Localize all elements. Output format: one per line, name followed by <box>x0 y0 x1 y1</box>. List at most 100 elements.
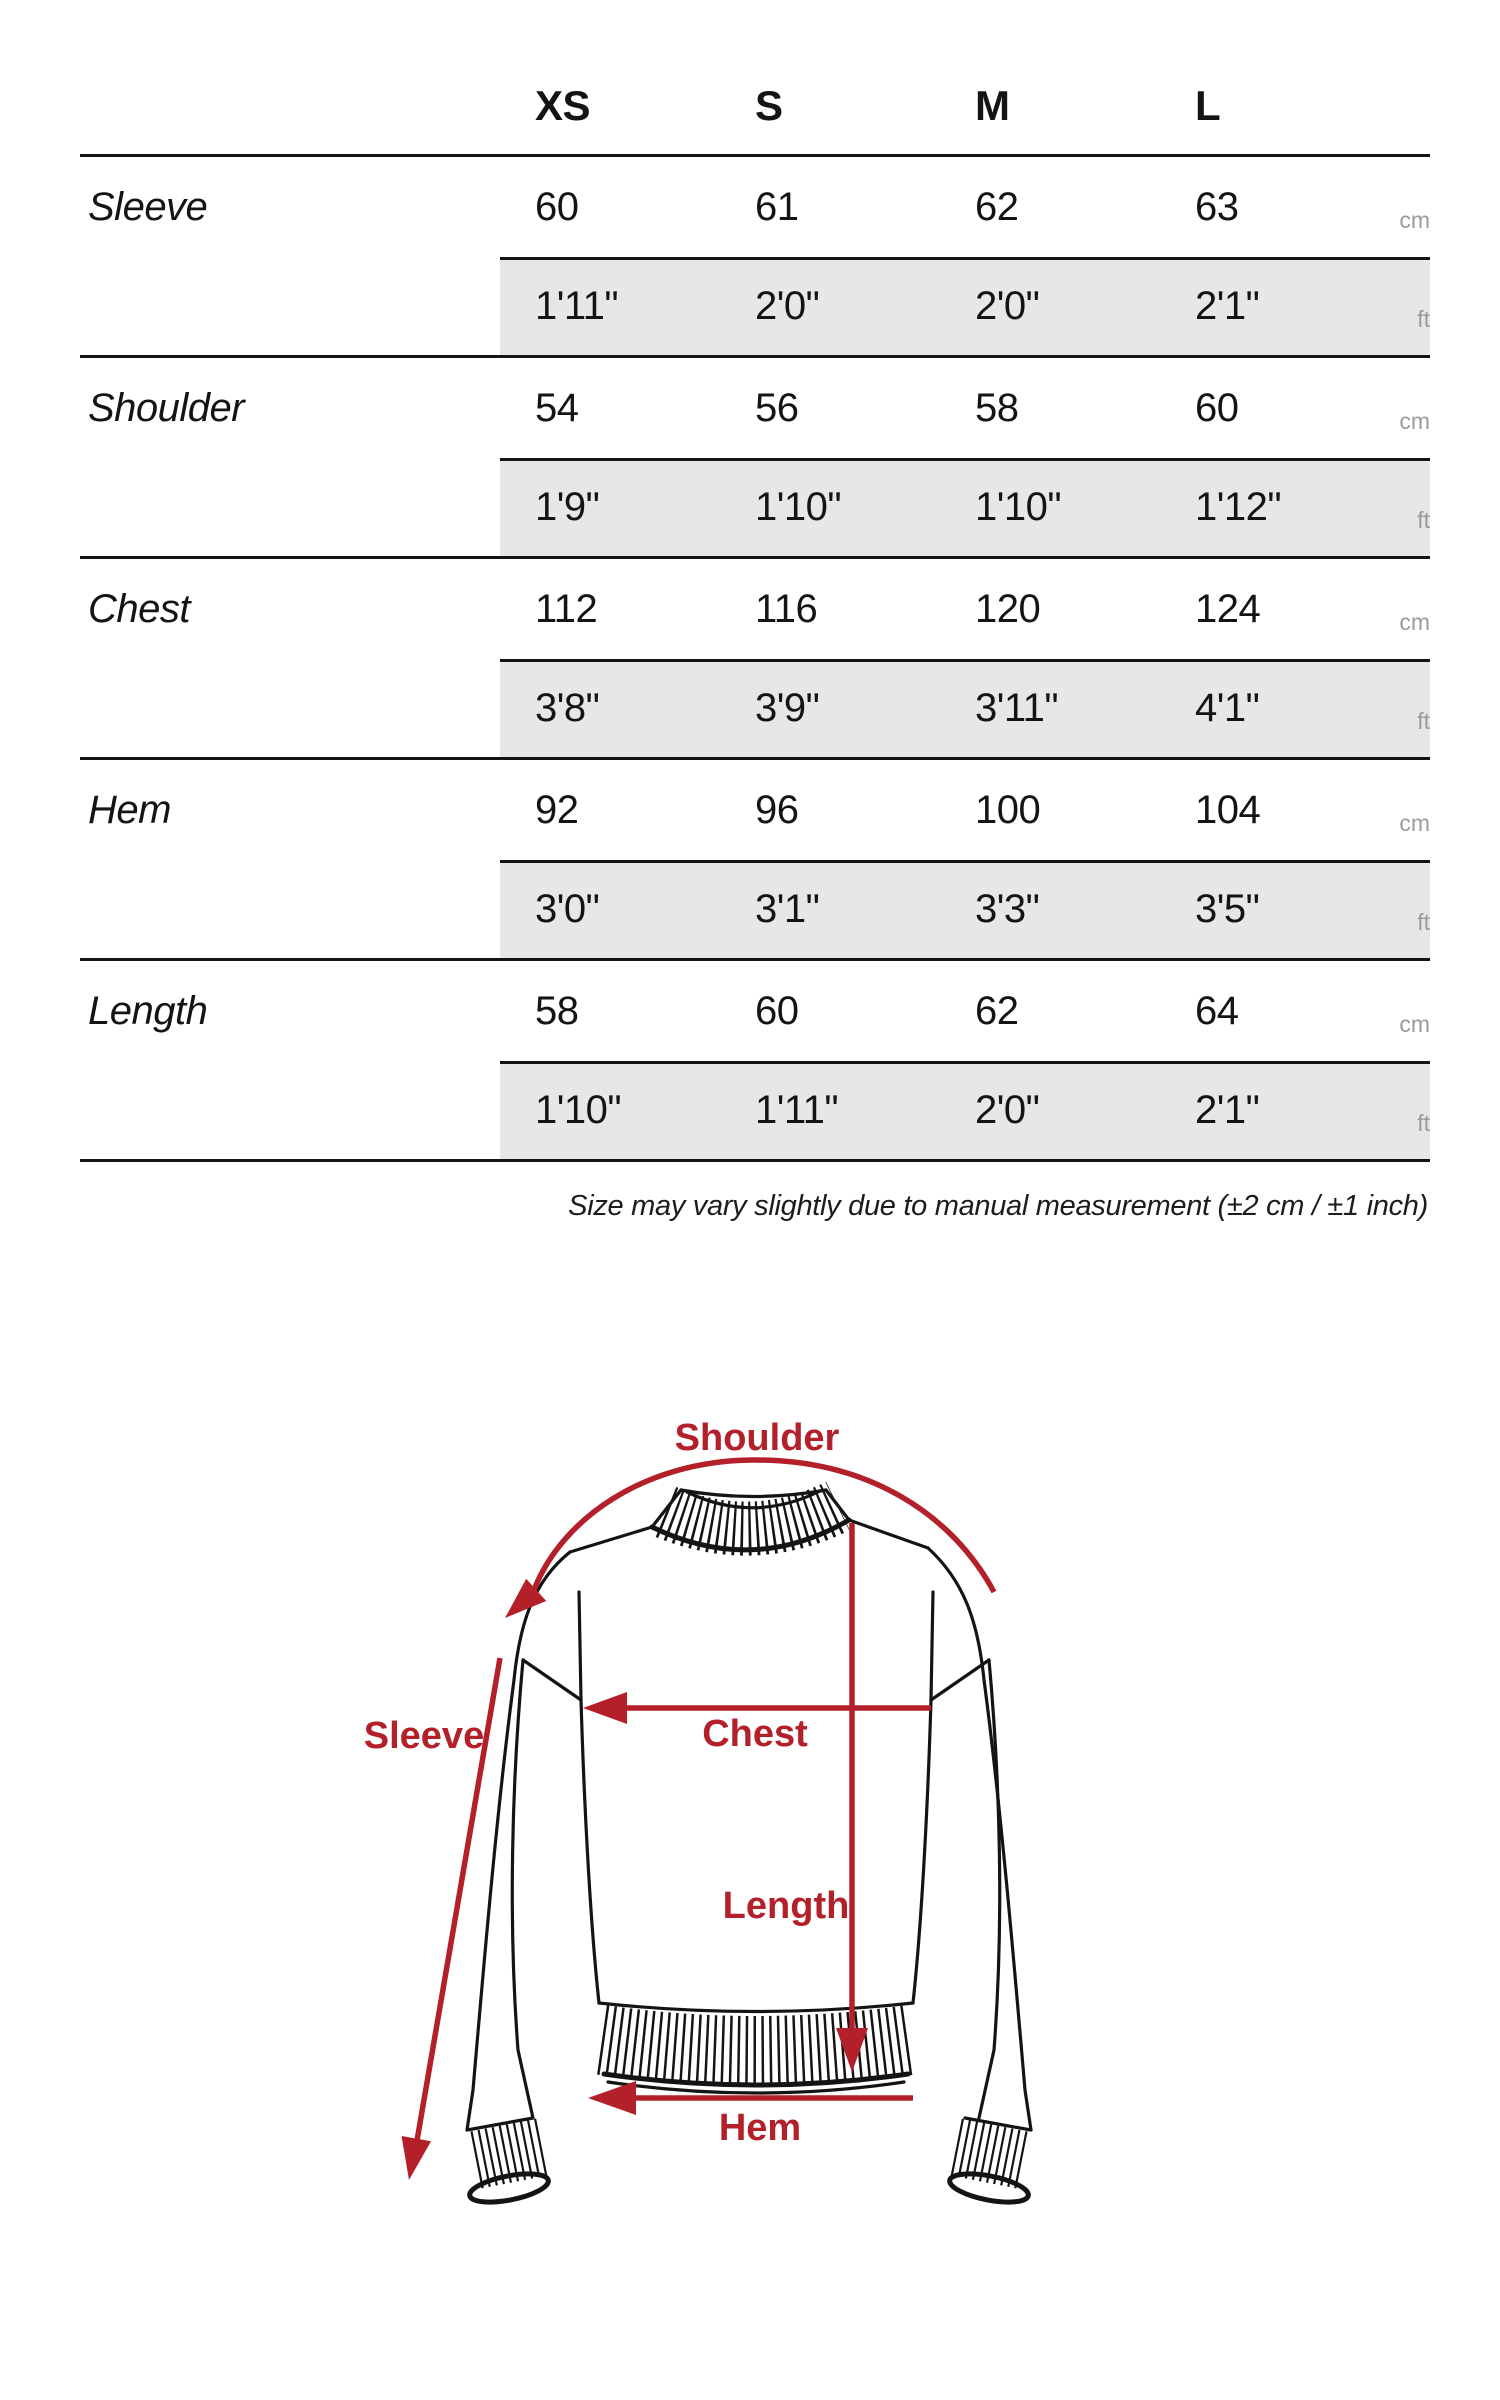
left-underarm-seam <box>521 1658 583 1702</box>
body-left-edge <box>577 1590 601 2005</box>
value-cell: 62 <box>975 184 1019 229</box>
row-label: Length <box>88 988 208 1033</box>
value-cell: 3'3" <box>975 886 1040 931</box>
right-cuff <box>947 2116 1033 2205</box>
col-header-m: M <box>975 81 1010 129</box>
right-shoulder-seam <box>847 1518 930 1550</box>
value-cell: 112 <box>535 586 598 631</box>
table-row: Shoulder 54 56 58 60 cm <box>80 358 1430 458</box>
value-cell: 2'0" <box>975 1087 1040 1132</box>
value-cell: 2'1" <box>1195 1087 1260 1132</box>
length-diagram-label: Length <box>723 1885 850 1927</box>
collar-top-edge <box>679 1488 828 1499</box>
hem-bottom-edge-2 <box>606 2080 906 2095</box>
measurement-note: Size may vary slightly due to manual mea… <box>568 1190 1428 1222</box>
left-cuff-top <box>465 2116 535 2132</box>
value-cell: 58 <box>975 385 1019 430</box>
left-cuff-opening <box>467 2171 551 2205</box>
value-cell: 104 <box>1195 787 1261 832</box>
table-row: 1'11" 2'0" 2'0" 2'1" ft <box>80 257 1430 355</box>
value-cell: 124 <box>1195 586 1261 631</box>
row-label: Shoulder <box>88 385 245 430</box>
measurement-annotations: Shoulder Sleeve Chest Length Hem <box>364 1417 997 2180</box>
left-cuff-ribbing <box>470 2118 548 2189</box>
row-label: Hem <box>88 787 171 832</box>
value-cell: 61 <box>755 184 799 229</box>
collar-ribbing <box>655 1481 850 1556</box>
unit-label: cm <box>1399 608 1430 635</box>
collar <box>649 1481 852 1556</box>
table-row: Chest 112 116 120 124 cm <box>80 559 1430 659</box>
unit-label: cm <box>1399 809 1430 836</box>
unit-label: cm <box>1399 407 1430 434</box>
row-label: Chest <box>88 586 191 631</box>
table-group-hem: Hem 92 96 100 104 cm 3'0" 3'1" 3'3" 3'5"… <box>80 760 1430 961</box>
value-cell: 96 <box>755 787 799 832</box>
table-row: 1'10" 1'11" 2'0" 2'1" ft <box>80 1061 1430 1159</box>
value-cell: 120 <box>975 586 1041 631</box>
unit-label: ft <box>1417 305 1430 332</box>
value-cell: 58 <box>535 988 579 1033</box>
table-row: Hem 92 96 100 104 cm <box>80 760 1430 860</box>
hem-ribbing <box>597 2005 915 2086</box>
header-unit-spacer <box>1380 93 1430 119</box>
sweater-body <box>521 1518 991 2005</box>
collar-right-edge <box>824 1488 851 1522</box>
table-row: Length 58 60 62 64 cm <box>80 961 1430 1061</box>
hem-bottom-edge <box>601 2071 911 2088</box>
table-group-length: Length 58 60 62 64 cm 1'10" 1'11" 2'0" 2… <box>80 961 1430 1162</box>
unit-label: ft <box>1417 707 1430 734</box>
value-cell: 3'5" <box>1195 886 1260 931</box>
table-row: 3'8" 3'9" 3'11" 4'1" ft <box>80 659 1430 757</box>
hem-diagram-label: Hem <box>719 2107 801 2149</box>
shoulder-arc-arrow <box>531 1457 997 1594</box>
sleeves <box>465 1546 1033 2132</box>
sleeve-diagram-label: Sleeve <box>364 1715 484 1757</box>
chest-arrowhead-icon <box>583 1692 627 1724</box>
collar-inner-neckline <box>685 1489 822 1510</box>
hem-top-edge <box>597 2001 915 2014</box>
body-right-edge <box>911 1590 935 2005</box>
value-cell: 63 <box>1195 184 1239 229</box>
value-cell: 3'1" <box>755 886 820 931</box>
value-cell: 3'9" <box>755 685 820 730</box>
value-cell: 60 <box>1195 385 1239 430</box>
value-cell: 60 <box>535 184 579 229</box>
value-cell: 64 <box>1195 988 1239 1033</box>
value-cell: 2'0" <box>975 283 1040 328</box>
unit-label: ft <box>1417 506 1430 533</box>
collar-bottom-edge <box>649 1517 852 1553</box>
right-cuff-ribbing <box>950 2118 1028 2189</box>
unit-label: cm <box>1399 1010 1430 1037</box>
shoulder-arrowhead-icon <box>505 1578 547 1618</box>
value-cell: 1'11" <box>755 1087 839 1132</box>
value-cell: 92 <box>535 787 579 832</box>
value-cell: 3'8" <box>535 685 600 730</box>
length-arrowhead-icon <box>836 2028 868 2072</box>
hem-band <box>597 2001 915 2095</box>
value-cell: 1'10" <box>975 484 1062 529</box>
table-row: 1'9" 1'10" 1'10" 1'12" ft <box>80 458 1430 556</box>
right-cuff-opening <box>947 2171 1031 2205</box>
table-group-sleeve: Sleeve 60 61 62 63 cm 1'11" 2'0" 2'0" 2'… <box>80 157 1430 358</box>
size-table: XS S M L Sleeve 60 61 62 63 cm 1'11" 2'0… <box>80 57 1430 1223</box>
table-group-shoulder: Shoulder 54 56 58 60 cm 1'9" 1'10" 1'10"… <box>80 358 1430 559</box>
value-cell: 2'0" <box>755 283 820 328</box>
right-underarm-seam <box>929 1658 991 1702</box>
value-cell: 54 <box>535 385 579 430</box>
left-shoulder-seam <box>568 1525 654 1554</box>
hem-arrowhead-icon <box>588 2081 636 2115</box>
value-cell: 60 <box>755 988 799 1033</box>
value-cell: 3'0" <box>535 886 600 931</box>
table-header-row: XS S M L <box>80 57 1430 157</box>
left-sleeve-inner-edge <box>510 1658 535 2120</box>
value-cell: 3'11" <box>975 685 1059 730</box>
row-label: Sleeve <box>88 184 208 229</box>
collar-left-edge <box>650 1488 683 1529</box>
left-cuff <box>465 2116 551 2205</box>
col-header-s: S <box>755 81 783 129</box>
value-cell: 1'10" <box>535 1087 622 1132</box>
value-cell: 1'10" <box>755 484 842 529</box>
value-cell: 62 <box>975 988 1019 1033</box>
right-sleeve-outer-edge <box>926 1546 1033 2132</box>
